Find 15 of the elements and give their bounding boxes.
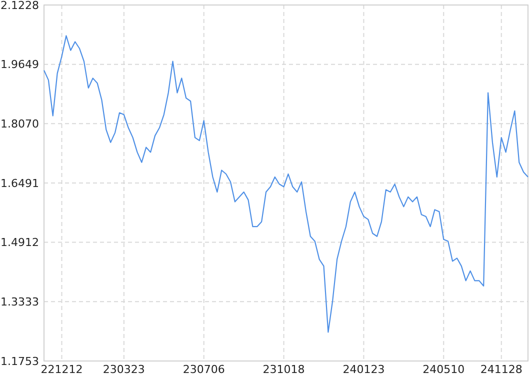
y-tick-label: 1.1753: [0, 354, 39, 368]
x-tick-label: 221212: [40, 363, 83, 374]
y-tick-label: 1.9649: [0, 58, 39, 72]
y-tick-label: 2.1228: [0, 0, 39, 12]
x-tick-label: 241128: [480, 363, 522, 374]
x-tick-label: 240510: [422, 363, 465, 374]
x-tick-label: 230323: [102, 363, 145, 374]
x-tick-label: 231018: [262, 363, 305, 374]
y-tick-label: 1.6491: [0, 176, 39, 190]
x-tick-label: 230706: [182, 363, 225, 374]
y-tick-label: 1.4912: [0, 236, 39, 250]
x-tick-label: 240123: [342, 363, 385, 374]
y-tick-label: 1.8070: [0, 118, 39, 131]
y-tick-label: 1.3333: [0, 295, 39, 308]
line-series: [43, 35, 529, 333]
